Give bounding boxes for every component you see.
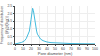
svg-text:80: 80 [77, 47, 81, 51]
svg-text:Frequency of distribution(dV/d: Frequency of distribution(dV/d(logr)) [0, 6, 9, 44]
svg-text:50: 50 [53, 47, 57, 51]
svg-text:70: 70 [69, 47, 73, 51]
svg-text:20: 20 [29, 47, 33, 51]
svg-text:1.5: 1.5 [7, 19, 12, 23]
svg-text:Pore diameter (nm): Pore diameter (nm) [38, 51, 73, 56]
svg-text:10: 10 [21, 47, 25, 51]
svg-text:1.0: 1.0 [7, 27, 12, 31]
svg-text:60: 60 [61, 47, 65, 51]
svg-text:2.0: 2.0 [7, 12, 12, 16]
svg-text:90: 90 [85, 47, 89, 51]
svg-text:2.5: 2.5 [7, 4, 12, 8]
svg-text:100: 100 [92, 47, 98, 51]
svg-text:0.0: 0.0 [7, 42, 12, 46]
svg-text:0.5: 0.5 [7, 35, 12, 39]
svg-text:30: 30 [37, 47, 41, 51]
svg-text:0: 0 [14, 47, 16, 51]
svg-text:40: 40 [45, 47, 49, 51]
